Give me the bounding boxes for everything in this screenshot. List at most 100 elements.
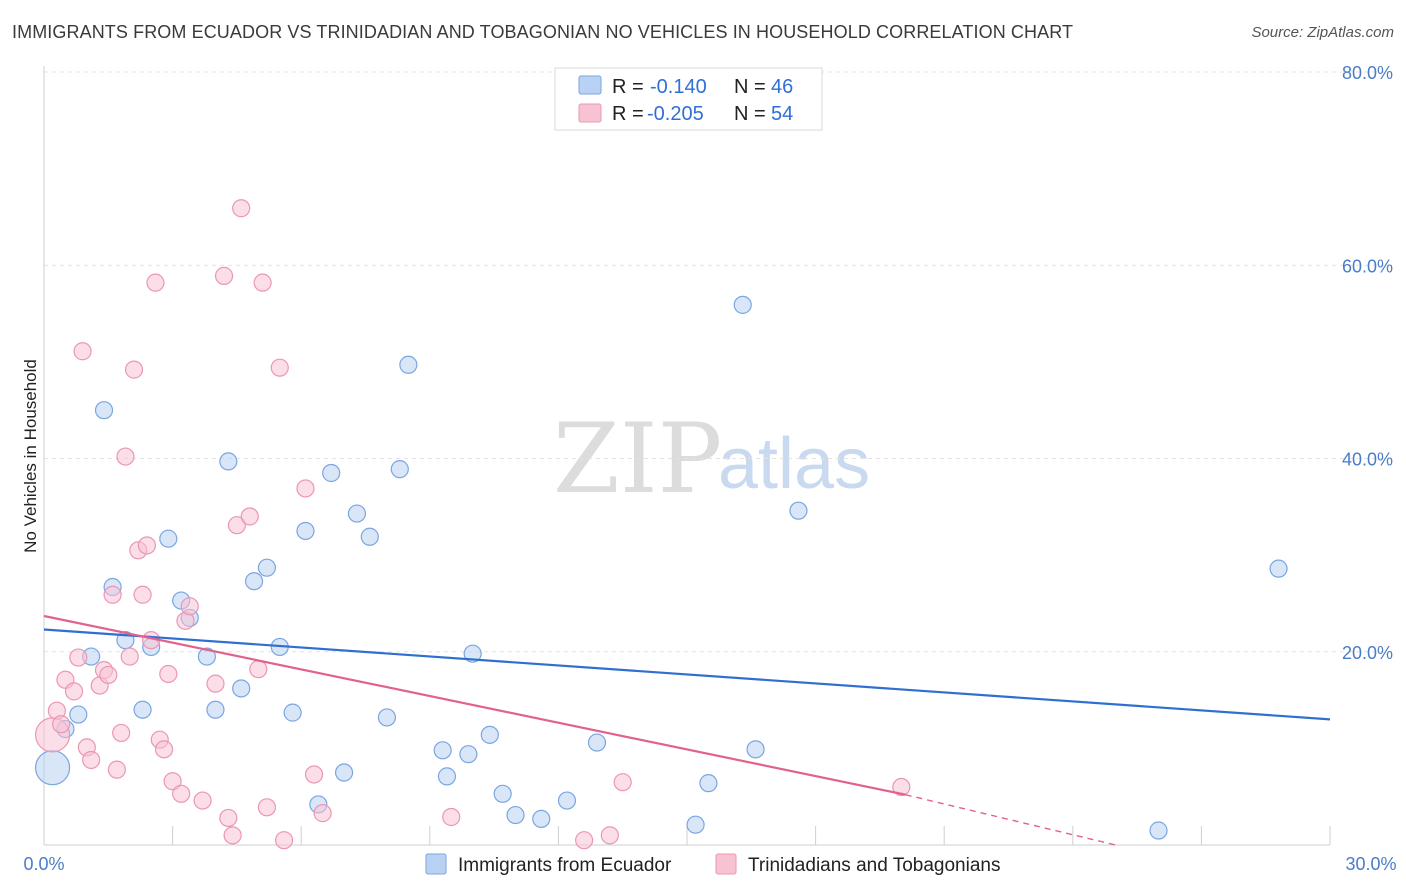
legend-n-value-0: 46 bbox=[771, 76, 793, 98]
trinidad-point bbox=[223, 826, 242, 845]
ecuador-trend-line bbox=[43, 628, 1331, 721]
trinidad-point bbox=[214, 266, 234, 285]
ecuador-point bbox=[733, 295, 752, 314]
trinidad-point bbox=[227, 516, 246, 535]
axes bbox=[43, 66, 1331, 846]
y-tick-label: 40.0% bbox=[1342, 450, 1393, 470]
trinidad-point bbox=[193, 791, 212, 810]
ecuador-point bbox=[506, 805, 525, 825]
tick-labels: 20.0% 40.0% 60.0% 80.0% 0.0% 30.0% bbox=[23, 63, 1396, 874]
trinidad-point bbox=[69, 648, 88, 667]
y-tick-label: 20.0% bbox=[1342, 643, 1393, 663]
ecuador-point bbox=[69, 705, 88, 724]
trinidad-point bbox=[600, 826, 619, 845]
trinidad-point bbox=[99, 665, 118, 685]
ecuador-point bbox=[1149, 821, 1168, 840]
ecuador-point bbox=[159, 529, 178, 548]
y-axis-label: No Vehicles in Household bbox=[21, 359, 40, 553]
ecuador-point bbox=[257, 558, 277, 577]
trinidad-point bbox=[172, 784, 191, 803]
ecuador-point bbox=[459, 745, 478, 764]
trinidad-point bbox=[249, 660, 268, 679]
ecuador-point bbox=[1269, 559, 1288, 578]
ecuador-point bbox=[377, 708, 397, 727]
trinidad-point bbox=[124, 360, 144, 379]
trinidad-point bbox=[82, 750, 101, 770]
ecuador-point bbox=[283, 703, 302, 722]
ecuador-point bbox=[746, 740, 765, 759]
chart-title: IMMIGRANTS FROM ECUADOR VS TRINIDADIAN A… bbox=[12, 22, 1074, 42]
trinidad-point bbox=[103, 585, 122, 604]
ecuador-point bbox=[437, 767, 457, 786]
trinidad-point bbox=[133, 585, 152, 604]
ecuador-point bbox=[322, 463, 341, 483]
ecuador-point bbox=[557, 791, 577, 810]
trinidad-point bbox=[52, 715, 71, 734]
legend-n-label-1: N = bbox=[734, 103, 766, 125]
trinidad-trend-extension bbox=[905, 794, 1116, 846]
ecuador-point bbox=[34, 750, 71, 786]
trinidad-point bbox=[296, 479, 315, 498]
trinidad-point bbox=[180, 597, 199, 616]
trinidad-point bbox=[154, 740, 174, 759]
series-legend: Immigrants from Ecuador Trinidadians and… bbox=[425, 853, 1000, 876]
trinidad-point bbox=[892, 777, 911, 797]
legend-n-value-1: 54 bbox=[771, 103, 793, 125]
trinidad-point bbox=[219, 808, 238, 828]
trinidad-point bbox=[137, 536, 156, 555]
y-tick-label: 60.0% bbox=[1342, 256, 1393, 276]
trinidad-point bbox=[240, 507, 259, 526]
ecuador-point bbox=[296, 521, 315, 541]
trinidad-point bbox=[163, 772, 182, 791]
trinidad-point bbox=[116, 447, 135, 466]
legend-r-value-1: -0.205 bbox=[647, 103, 704, 125]
ecuador-point bbox=[347, 504, 367, 523]
gridlines bbox=[44, 71, 1392, 653]
trinidad-point bbox=[64, 682, 84, 701]
trinidad-point bbox=[575, 831, 594, 850]
trinidad-point bbox=[442, 807, 461, 827]
trend-lines bbox=[43, 614, 1331, 846]
ecuador-point bbox=[463, 644, 482, 663]
ecuador-point bbox=[532, 809, 551, 829]
legend-r-label-1: R = bbox=[612, 103, 644, 125]
ecuador-point bbox=[360, 527, 379, 546]
ecuador-point bbox=[686, 815, 705, 834]
ecuador-point bbox=[197, 647, 216, 666]
watermark-atlas: atlas bbox=[718, 424, 870, 504]
ecuador-point bbox=[699, 774, 718, 793]
trinidad-point bbox=[206, 674, 225, 693]
data-points bbox=[34, 199, 1288, 850]
legend-n-label-0: N = bbox=[734, 76, 766, 98]
ecuador-point bbox=[219, 452, 238, 471]
trinidad-point bbox=[304, 765, 324, 784]
bottom-legend-label-ecuador: Immigrants from Ecuador bbox=[458, 855, 672, 876]
ecuador-point bbox=[493, 784, 512, 803]
x-tick-label-start: 0.0% bbox=[23, 854, 64, 874]
ecuador-point bbox=[480, 725, 499, 744]
ecuador-point bbox=[390, 460, 409, 479]
ecuador-point bbox=[399, 355, 418, 374]
trinidad-point bbox=[253, 273, 272, 292]
trinidad-point bbox=[613, 773, 632, 792]
ecuador-point bbox=[94, 401, 114, 420]
trinidad-point bbox=[257, 798, 277, 817]
ecuador-point bbox=[206, 700, 225, 719]
bottom-legend-label-trinidad: Trinidadians and Tobagonians bbox=[748, 855, 1000, 876]
legend-r-value-0: -0.140 bbox=[650, 76, 707, 98]
ecuador-point bbox=[334, 763, 354, 782]
ecuador-point bbox=[433, 741, 452, 760]
legend-swatch-pink bbox=[578, 103, 602, 123]
trinidad-point bbox=[159, 664, 178, 684]
trinidad-point bbox=[232, 199, 251, 218]
x-tick-label-end: 30.0% bbox=[1345, 854, 1396, 874]
trinidad-point bbox=[107, 760, 126, 779]
y-tick-label: 80.0% bbox=[1342, 63, 1393, 83]
ecuador-point bbox=[587, 733, 607, 752]
ecuador-point bbox=[789, 501, 808, 520]
legend-swatch-blue bbox=[578, 75, 602, 95]
ecuador-point bbox=[244, 572, 264, 591]
ecuador-point bbox=[232, 679, 251, 698]
ecuador-point bbox=[133, 700, 152, 719]
